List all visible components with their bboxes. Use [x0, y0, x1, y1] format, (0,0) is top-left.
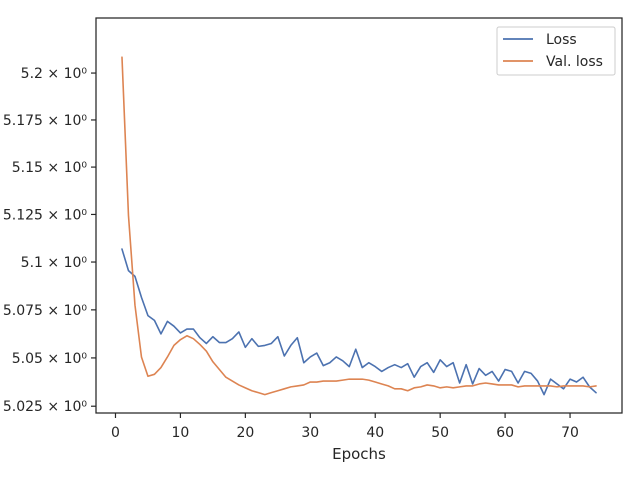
y-tick-label: 5.15 × 10⁰	[12, 160, 88, 176]
y-tick-label: 5.125 × 10⁰	[3, 207, 88, 223]
x-tick-label: 0	[111, 425, 120, 441]
x-axis: 0 10 20 30 40 50 60 70	[111, 413, 579, 441]
y-tick-label: 5.05 × 10⁰	[12, 351, 88, 367]
y-tick-label: 5.1 × 10⁰	[21, 255, 88, 271]
series-line-val-loss	[121, 56, 597, 396]
x-tick-label: 60	[496, 425, 514, 441]
series-layer	[121, 56, 597, 396]
x-axis-title: Epochs	[332, 445, 386, 463]
x-tick-label: 50	[431, 425, 449, 441]
y-tick-label: 5.175 × 10⁰	[3, 113, 88, 129]
x-tick-label: 40	[366, 425, 384, 441]
legend: Loss Val. loss	[496, 26, 616, 76]
y-tick-label: 5.025 × 10⁰	[3, 399, 88, 415]
x-tick-label: 10	[172, 425, 190, 441]
x-tick-label: 70	[561, 425, 579, 441]
y-axis: 5.025 × 10⁰ 5.05 × 10⁰ 5.075 × 10⁰ 5.1 × 10…	[3, 66, 96, 415]
y-tick-label: 5.2 × 10⁰	[21, 66, 88, 82]
legend-label-loss: Loss	[546, 32, 577, 48]
x-tick-label: 30	[301, 425, 319, 441]
plot-frame	[95, 17, 623, 414]
x-tick-label: 20	[236, 425, 254, 441]
y-tick-label: 5.075 × 10⁰	[3, 303, 88, 319]
legend-label-val-loss: Val. loss	[546, 54, 603, 70]
series-line-loss	[121, 248, 597, 396]
